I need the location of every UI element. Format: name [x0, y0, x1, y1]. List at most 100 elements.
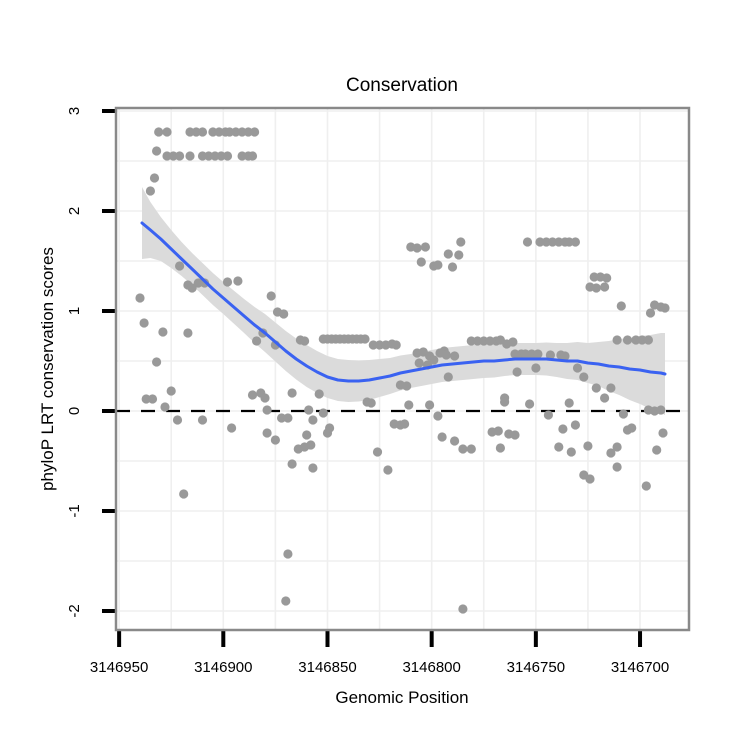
data-point: [450, 351, 460, 361]
data-point: [400, 419, 410, 429]
data-point: [600, 282, 610, 292]
data-point: [416, 257, 426, 267]
data-point: [433, 260, 443, 270]
data-point: [616, 301, 626, 311]
data-point: [585, 474, 595, 484]
data-point: [160, 402, 170, 412]
data-point: [493, 426, 503, 436]
data-point: [643, 335, 654, 345]
data-point: [270, 435, 280, 445]
data-point: [162, 127, 172, 137]
data-point: [391, 340, 401, 350]
data-point: [404, 400, 414, 410]
data-point: [656, 405, 666, 415]
data-point: [637, 335, 647, 345]
data-point: [512, 367, 522, 377]
data-point: [152, 357, 162, 367]
data-point: [572, 363, 583, 373]
data-point: [191, 127, 201, 137]
data-point: [466, 444, 476, 454]
data-point: [627, 423, 637, 433]
data-point: [197, 415, 208, 425]
data-point: [566, 447, 576, 457]
data-point: [429, 355, 439, 365]
data-point: [443, 372, 453, 382]
data-point: [402, 381, 412, 391]
data-point: [602, 273, 612, 283]
data-point: [641, 481, 651, 491]
data-point: [325, 423, 335, 433]
data-point: [300, 336, 310, 346]
data-point: [531, 363, 541, 373]
data-point: [508, 337, 518, 347]
data-point: [139, 318, 149, 328]
data-point: [437, 432, 447, 442]
data-point: [645, 308, 656, 318]
data-point: [252, 336, 262, 346]
x-tick-label: 3146700: [611, 659, 669, 676]
data-point: [175, 151, 185, 161]
data-point: [547, 237, 558, 247]
data-point: [308, 415, 318, 425]
data-point: [543, 410, 554, 420]
y-tick-label: 2: [66, 207, 83, 215]
data-point: [570, 420, 581, 430]
data-point: [222, 151, 233, 161]
ci-band-area: [142, 187, 665, 415]
data-point: [545, 350, 556, 360]
data-point: [279, 309, 289, 319]
y-tick-label: 3: [66, 107, 83, 115]
data-point: [554, 442, 564, 452]
data-point: [231, 127, 241, 137]
data-point: [158, 327, 168, 337]
data-points: [135, 127, 670, 614]
data-point: [525, 399, 535, 409]
x-tick-label: 3146750: [507, 659, 565, 676]
data-point: [612, 442, 622, 452]
data-point: [425, 400, 435, 410]
x-tick-label: 3146950: [90, 659, 148, 676]
data-point: [204, 151, 214, 161]
data-point: [485, 336, 495, 346]
data-point: [622, 335, 633, 345]
data-point: [458, 604, 468, 614]
data-point: [660, 303, 670, 313]
axis-ticks-and-labels: 3146950 3146900 3146850 3146800 3146750 31467…: [66, 107, 669, 676]
data-point: [606, 448, 616, 458]
data-point: [175, 261, 185, 271]
y-tick-label: 1: [66, 307, 83, 315]
data-point: [606, 383, 616, 393]
data-point: [233, 276, 243, 286]
data-point: [652, 445, 662, 455]
data-point: [495, 443, 505, 453]
y-tick-label: -2: [66, 604, 83, 617]
data-point: [152, 146, 162, 156]
data-point: [560, 351, 570, 361]
data-point: [658, 428, 668, 438]
data-point: [447, 262, 458, 272]
data-point: [277, 413, 287, 423]
data-point: [618, 409, 629, 419]
data-point: [193, 278, 203, 288]
y-axis-label: phyloP LRT conservation scores: [38, 247, 57, 491]
data-point: [366, 398, 376, 408]
data-point: [579, 372, 589, 382]
data-point: [433, 411, 443, 421]
data-point: [500, 397, 510, 407]
data-point: [135, 293, 145, 303]
data-point: [591, 283, 601, 293]
data-point: [283, 413, 293, 423]
data-point: [287, 459, 297, 469]
data-point: [458, 444, 468, 454]
data-point: [214, 127, 224, 137]
data-point: [414, 358, 424, 368]
y-tick-label: -1: [66, 504, 83, 517]
data-point: [564, 398, 574, 408]
data-point: [247, 151, 258, 161]
data-point: [441, 350, 451, 360]
x-tick-label: 3146900: [194, 659, 252, 676]
data-point: [283, 549, 293, 559]
data-point: [308, 463, 318, 473]
confidence-band: [142, 187, 665, 415]
